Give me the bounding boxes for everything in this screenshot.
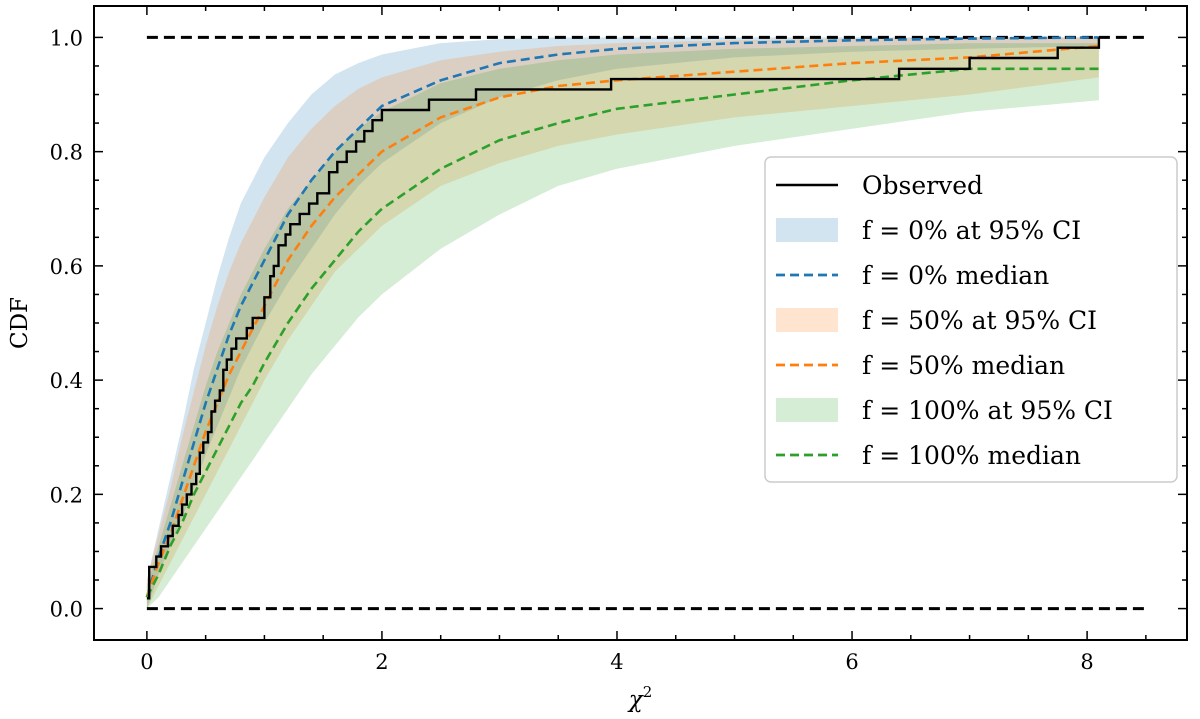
y-tick-label: 1.0 — [50, 26, 83, 50]
reference-lines — [146, 35, 1146, 611]
x-axis-label-superscript: 2 — [643, 683, 653, 701]
observed-line — [146, 37, 1101, 600]
x-axis-label: χ2 — [627, 683, 652, 713]
ci-bands — [146, 37, 1099, 609]
y-tick-label: 0.2 — [50, 483, 83, 507]
y-axis-label: CDF — [7, 297, 33, 349]
legend-patch-3 — [776, 308, 838, 332]
legend-label-0: Observed — [862, 171, 983, 200]
legend-label-5: f = 100% at 95% CI — [862, 396, 1113, 425]
y-tick-label: 0.4 — [50, 369, 83, 393]
median-line-2 — [145, 67, 1099, 598]
y-tick-label: 0.6 — [50, 255, 83, 279]
legend-label-6: f = 100% median — [862, 441, 1081, 470]
y-tick-label: 0.0 — [50, 598, 83, 622]
legend-box — [764, 156, 1178, 483]
axes: 0 2 4 6 8 0.0 0.2 0.4 0.6 0.8 1.0 χ2 CDF — [7, 5, 1188, 713]
y-tick-label: 0.8 — [50, 141, 83, 165]
legend-label-1: f = 0% at 95% CI — [862, 216, 1081, 245]
x-tick-label: 0 — [140, 650, 153, 674]
legend-label-2: f = 0% median — [862, 261, 1049, 290]
median-line-0 — [145, 36, 1099, 598]
ci-band-1 — [146, 37, 1099, 609]
legend: Observed f = 0% at 95% CI f = 0% median f =… — [764, 156, 1178, 483]
legend-patch-5 — [776, 398, 838, 422]
ci-band-2 — [146, 43, 1099, 609]
observed-step-line — [146, 37, 1101, 600]
x-tick-label: 2 — [375, 650, 388, 674]
x-tick-label: 4 — [610, 650, 623, 674]
legend-label-3: f = 50% at 95% CI — [862, 306, 1097, 335]
legend-patch-1 — [776, 218, 838, 242]
legend-label-4: f = 50% median — [862, 351, 1065, 380]
x-tick-label: 6 — [845, 650, 858, 674]
x-tick-label: 8 — [1080, 650, 1093, 674]
